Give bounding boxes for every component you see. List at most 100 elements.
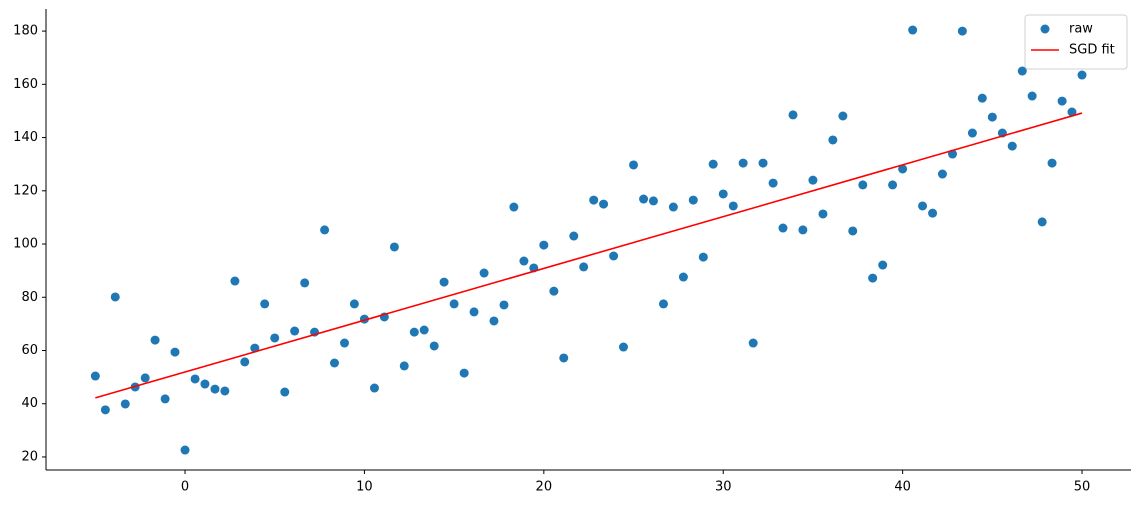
point [110, 292, 120, 302]
legend-label: raw [1069, 22, 1093, 37]
point [698, 252, 708, 262]
point [569, 231, 579, 241]
point [389, 242, 399, 252]
point [519, 256, 529, 266]
point [270, 333, 280, 343]
point [1077, 70, 1087, 80]
y-tick-label: 140 [13, 130, 38, 145]
point [160, 394, 170, 404]
y-tick-label: 160 [13, 77, 38, 92]
point [539, 240, 549, 250]
point [399, 361, 409, 371]
point [937, 169, 947, 179]
point [90, 371, 100, 381]
point [220, 386, 230, 396]
point [718, 189, 728, 199]
point [549, 286, 559, 296]
point [658, 299, 668, 309]
point [240, 357, 250, 367]
point [858, 180, 868, 190]
point [100, 405, 110, 415]
point [928, 208, 938, 218]
x-tick-label: 10 [356, 480, 373, 495]
point [648, 196, 658, 206]
point [369, 383, 379, 393]
point [469, 307, 479, 317]
legend-box [1024, 14, 1128, 70]
point [878, 260, 888, 270]
point [609, 251, 619, 261]
x-tick-label: 50 [1074, 480, 1091, 495]
point [509, 202, 519, 212]
point [150, 335, 160, 345]
point [479, 268, 489, 278]
y-tick-label: 120 [13, 183, 38, 198]
point [688, 195, 698, 205]
point [459, 368, 469, 378]
point [200, 379, 210, 389]
point [429, 341, 439, 351]
point [1067, 107, 1077, 117]
point [439, 277, 449, 287]
point [1007, 141, 1017, 151]
point [987, 112, 997, 122]
y-tick-label: 40 [21, 396, 38, 411]
point [957, 26, 967, 36]
point [559, 353, 569, 363]
fit-line [95, 112, 1083, 399]
point [409, 327, 419, 337]
point [280, 387, 290, 397]
point [1057, 96, 1067, 106]
point [589, 195, 599, 205]
point [170, 347, 180, 357]
point [1047, 158, 1057, 168]
point [449, 299, 459, 309]
point [300, 278, 310, 288]
y-tick-label: 100 [13, 237, 38, 252]
point [967, 128, 977, 138]
point [210, 384, 220, 394]
point [1027, 91, 1037, 101]
legend-marker [1040, 24, 1050, 34]
point [977, 93, 987, 103]
point [728, 201, 738, 211]
point [1017, 66, 1027, 76]
point [868, 273, 878, 283]
point [758, 158, 768, 168]
point [918, 201, 928, 211]
point [290, 326, 300, 336]
point [180, 445, 190, 455]
point [489, 316, 499, 326]
point [120, 399, 130, 409]
point [828, 135, 838, 145]
point [668, 202, 678, 212]
x-tick-label: 40 [894, 480, 911, 495]
point [419, 325, 429, 335]
point [349, 299, 359, 309]
point [340, 338, 350, 348]
point [678, 272, 688, 282]
legend-label: SGD fit [1069, 43, 1115, 58]
point [599, 199, 609, 209]
point [788, 110, 798, 120]
point [140, 373, 150, 383]
point [808, 175, 818, 185]
point [618, 342, 628, 352]
point [818, 209, 828, 219]
x-tick-label: 0 [181, 480, 189, 495]
y-tick-label: 60 [21, 343, 38, 358]
point [639, 194, 649, 204]
point [250, 343, 260, 353]
point [738, 158, 748, 168]
point [898, 164, 908, 174]
point [838, 111, 848, 121]
point [748, 338, 758, 348]
point [1037, 217, 1047, 227]
point [190, 374, 200, 384]
point [708, 159, 718, 169]
point [320, 225, 330, 235]
point [888, 180, 898, 190]
point [579, 262, 589, 272]
y-tick-label: 20 [21, 449, 38, 464]
